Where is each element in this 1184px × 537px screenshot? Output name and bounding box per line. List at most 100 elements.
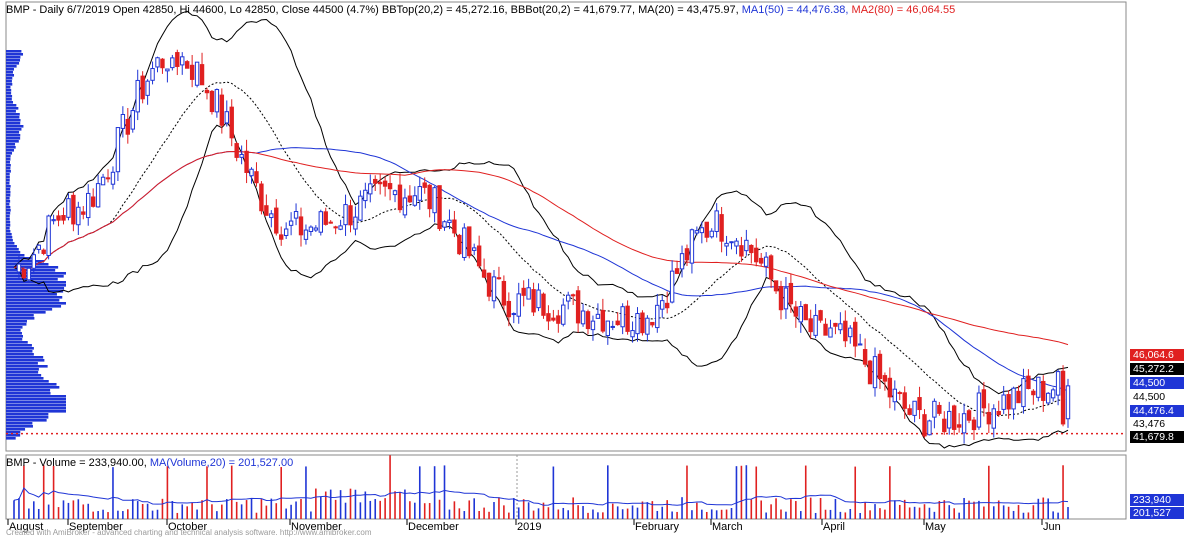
candle-up bbox=[1065, 385, 1071, 420]
candle-down bbox=[981, 389, 987, 409]
candle-up bbox=[318, 211, 323, 233]
ma20-line bbox=[13, 81, 1069, 417]
candle-down bbox=[486, 272, 492, 297]
month-label-april: April bbox=[823, 521, 846, 533]
price-tag-4: 44,476.4 bbox=[1130, 405, 1184, 417]
candle-down bbox=[803, 304, 808, 321]
candle-down bbox=[476, 245, 482, 267]
price-tag-6: 41,679.8 bbox=[1130, 431, 1184, 443]
volume-profile-bar bbox=[6, 353, 34, 356]
candle-up bbox=[95, 183, 101, 208]
candle-up bbox=[947, 410, 952, 429]
candle-down bbox=[229, 106, 234, 139]
ma80-line bbox=[13, 150, 1069, 346]
candle-down bbox=[397, 184, 403, 211]
ma50-line bbox=[13, 147, 1069, 392]
candle-up bbox=[1036, 376, 1041, 398]
candle-up bbox=[368, 183, 373, 195]
volume-profile-bar bbox=[6, 233, 12, 236]
volume-profile-bar bbox=[6, 422, 33, 425]
candle-up bbox=[358, 195, 363, 221]
volume-profile-bar bbox=[6, 194, 11, 197]
candle-up bbox=[447, 219, 452, 224]
candle-down bbox=[387, 183, 393, 190]
candle-down bbox=[531, 289, 536, 313]
candle-up bbox=[36, 244, 41, 250]
volume-profile-bar bbox=[6, 362, 38, 365]
candle-up bbox=[31, 254, 36, 269]
candle-down bbox=[966, 410, 972, 421]
price-pane-frame bbox=[5, 1, 1127, 452]
volume-profile-bar bbox=[6, 248, 19, 251]
candle-down bbox=[373, 178, 378, 184]
volume-profile-bar bbox=[6, 53, 24, 56]
footer-credit: Created with AmiBroker - advanced charti… bbox=[6, 528, 372, 537]
volume-profile-bar bbox=[6, 314, 34, 317]
candle-up bbox=[145, 80, 150, 96]
candle-up bbox=[912, 400, 917, 416]
volume-profile-bar bbox=[6, 278, 58, 281]
volume-profile-bar bbox=[6, 170, 11, 173]
candle-up bbox=[714, 210, 719, 232]
candle-down bbox=[382, 180, 388, 187]
volume-tag-1: 201,527 bbox=[1130, 507, 1184, 519]
volume-profile-bar bbox=[6, 389, 51, 392]
volume-profile-bar bbox=[6, 143, 16, 146]
candle-down bbox=[209, 90, 215, 113]
volume-profile-bar bbox=[6, 251, 21, 254]
candle-down bbox=[71, 194, 76, 225]
volume-profile-bar bbox=[6, 344, 32, 347]
volume-profile-bar bbox=[6, 392, 51, 395]
candle-up bbox=[194, 61, 200, 86]
volume-profile-bar bbox=[6, 290, 64, 293]
candle-down bbox=[556, 315, 561, 324]
candle-up bbox=[991, 408, 996, 429]
candle-down bbox=[56, 215, 61, 221]
candle-up bbox=[120, 114, 126, 129]
candle-up bbox=[857, 343, 863, 346]
volume-profile-bar bbox=[6, 92, 12, 95]
volume-profile-bar bbox=[6, 188, 11, 191]
volume-profile-bar bbox=[6, 155, 11, 158]
price-tag-2: 44,500 bbox=[1130, 377, 1184, 389]
candle-down bbox=[521, 287, 526, 296]
candle-down bbox=[1060, 370, 1066, 425]
candle-down bbox=[234, 143, 239, 158]
volume-profile-bar bbox=[6, 56, 21, 59]
volume-profile-bar bbox=[6, 329, 21, 332]
volume-profile-bar bbox=[6, 83, 13, 86]
candle-down bbox=[81, 211, 86, 215]
candle-up bbox=[566, 294, 571, 302]
candle-up bbox=[1021, 378, 1026, 408]
candle-up bbox=[150, 68, 155, 81]
volume-profile-bar bbox=[6, 338, 23, 341]
candle-up bbox=[729, 241, 734, 244]
candle-down bbox=[506, 300, 512, 318]
volume-profile-bar bbox=[6, 437, 16, 440]
volume-profile-bar bbox=[6, 167, 11, 170]
candle-down bbox=[739, 245, 744, 257]
candle-up bbox=[526, 287, 531, 300]
volume-tag-0: 233,940 bbox=[1130, 494, 1184, 506]
candle-up bbox=[155, 57, 160, 68]
candle-up bbox=[442, 221, 447, 228]
volume-profile-bar bbox=[6, 413, 49, 416]
candle-up bbox=[51, 219, 56, 222]
volume-profile-bar bbox=[6, 212, 11, 215]
volume-profile-bar bbox=[6, 365, 48, 368]
volume-profile-bar bbox=[6, 311, 46, 314]
volume-profile-bar bbox=[6, 434, 21, 437]
candle-up bbox=[308, 226, 314, 233]
candle-down bbox=[570, 294, 576, 297]
candle-down bbox=[1041, 380, 1046, 401]
price-tag-1: 45,272.2 bbox=[1130, 363, 1184, 375]
candle-down bbox=[951, 405, 957, 430]
volume-profile-bar bbox=[6, 239, 13, 242]
volume-profile-bar bbox=[6, 149, 15, 152]
month-label-october: October bbox=[168, 521, 208, 533]
volume-profile-bar bbox=[6, 146, 16, 149]
candle-down bbox=[254, 171, 259, 184]
candle-down bbox=[437, 185, 442, 230]
volume-profile-bar bbox=[6, 359, 45, 362]
candle-down bbox=[684, 248, 690, 261]
